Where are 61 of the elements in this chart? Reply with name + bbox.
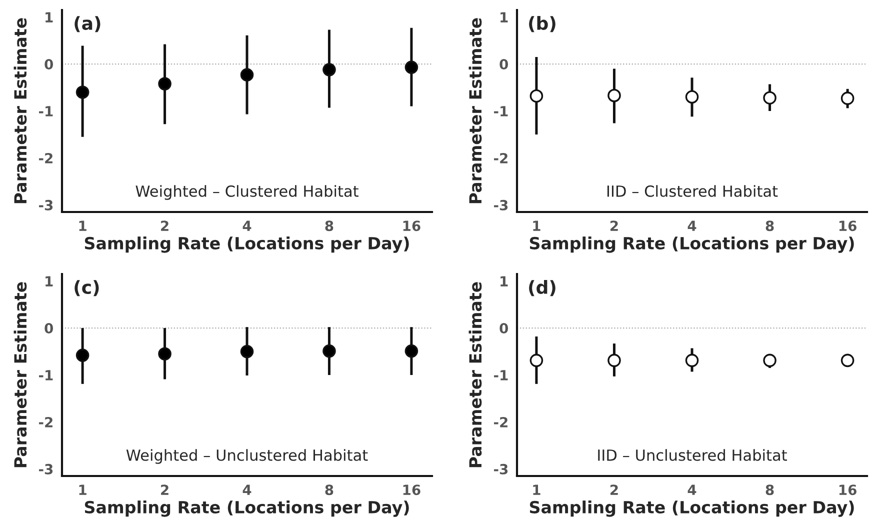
x-tick-label: 2 bbox=[610, 220, 618, 231]
y-axis-title: Parameter Estimate bbox=[14, 282, 27, 468]
y-axis-title: Parameter Estimate bbox=[14, 18, 27, 204]
point bbox=[322, 63, 336, 76]
annotation: Weighted – Clustered Habitat bbox=[136, 185, 358, 200]
y-tick-label: 1 bbox=[46, 276, 53, 286]
x-tick-label: 16 bbox=[403, 220, 420, 232]
point bbox=[76, 86, 90, 99]
y-tick-label: 0 bbox=[500, 58, 508, 70]
y-tick-label: -1 bbox=[38, 370, 53, 380]
annotation: IID – Clustered Habitat bbox=[607, 185, 778, 197]
x-axis-title: Sampling Rate (Locations per Day) bbox=[530, 236, 854, 253]
x-axis-title: Sampling Rate (Locations per Day) bbox=[530, 500, 854, 517]
x-tick-label: 1 bbox=[79, 484, 86, 495]
y-axis-title: Parameter Estimate bbox=[468, 18, 482, 204]
x-axis-title: Sampling Rate (Locations per Day) bbox=[84, 236, 409, 253]
y-tick-label: -3 bbox=[38, 200, 53, 210]
y-tick-label: 0 bbox=[500, 322, 508, 334]
x-tick-label: 4 bbox=[688, 220, 696, 231]
y-tick-label: 1 bbox=[500, 276, 508, 286]
y-tick-label: -2 bbox=[38, 152, 52, 164]
x-tick-label: 4 bbox=[242, 220, 252, 231]
point bbox=[240, 68, 254, 82]
y-axis-title: Parameter Estimate bbox=[468, 282, 482, 468]
x-tick-label: 4 bbox=[688, 484, 696, 495]
x-tick-label: 16 bbox=[403, 484, 420, 496]
x-tick-label: 16 bbox=[839, 220, 856, 232]
x-tick-label: 1 bbox=[79, 220, 86, 231]
y-tick-label: -1 bbox=[494, 370, 508, 380]
x-tick-label: 1 bbox=[533, 220, 540, 231]
y-tick-label: -3 bbox=[38, 464, 53, 474]
y-tick-label: -1 bbox=[494, 106, 508, 116]
point bbox=[158, 77, 172, 90]
y-tick-label: 0 bbox=[44, 58, 54, 70]
x-tick-label: 2 bbox=[161, 484, 168, 495]
annotation: (a) bbox=[74, 16, 100, 32]
point bbox=[404, 60, 418, 74]
x-tick-label: 8 bbox=[766, 484, 774, 496]
y-tick-label: -2 bbox=[494, 152, 508, 164]
annotation: (d) bbox=[529, 280, 556, 296]
y-tick-label: -2 bbox=[38, 416, 52, 428]
x-axis-title: Sampling Rate (Locations per Day) bbox=[84, 500, 409, 517]
x-tick-label: 2 bbox=[161, 220, 168, 231]
y-tick-label: 1 bbox=[500, 12, 508, 22]
x-tick-label: 8 bbox=[325, 484, 334, 496]
annotation: (c) bbox=[74, 280, 99, 296]
y-tick-label: -3 bbox=[494, 200, 508, 210]
x-tick-label: 8 bbox=[325, 220, 334, 232]
x-tick-label: 16 bbox=[839, 484, 856, 496]
y-tick-label: -2 bbox=[494, 416, 508, 428]
y-tick-label: -3 bbox=[494, 464, 508, 474]
annotation: (b) bbox=[529, 16, 556, 32]
y-tick-label: 1 bbox=[46, 12, 53, 22]
annotation: IID – Unclustered Habitat bbox=[598, 449, 787, 461]
annotation: Weighted – Unclustered Habitat bbox=[126, 449, 368, 464]
x-tick-label: 4 bbox=[242, 484, 252, 495]
x-tick-label: 2 bbox=[610, 484, 618, 495]
x-tick-label: 1 bbox=[533, 484, 540, 495]
x-tick-label: 8 bbox=[766, 220, 774, 232]
y-tick-label: -1 bbox=[38, 106, 53, 116]
y-tick-label: 0 bbox=[44, 322, 54, 334]
